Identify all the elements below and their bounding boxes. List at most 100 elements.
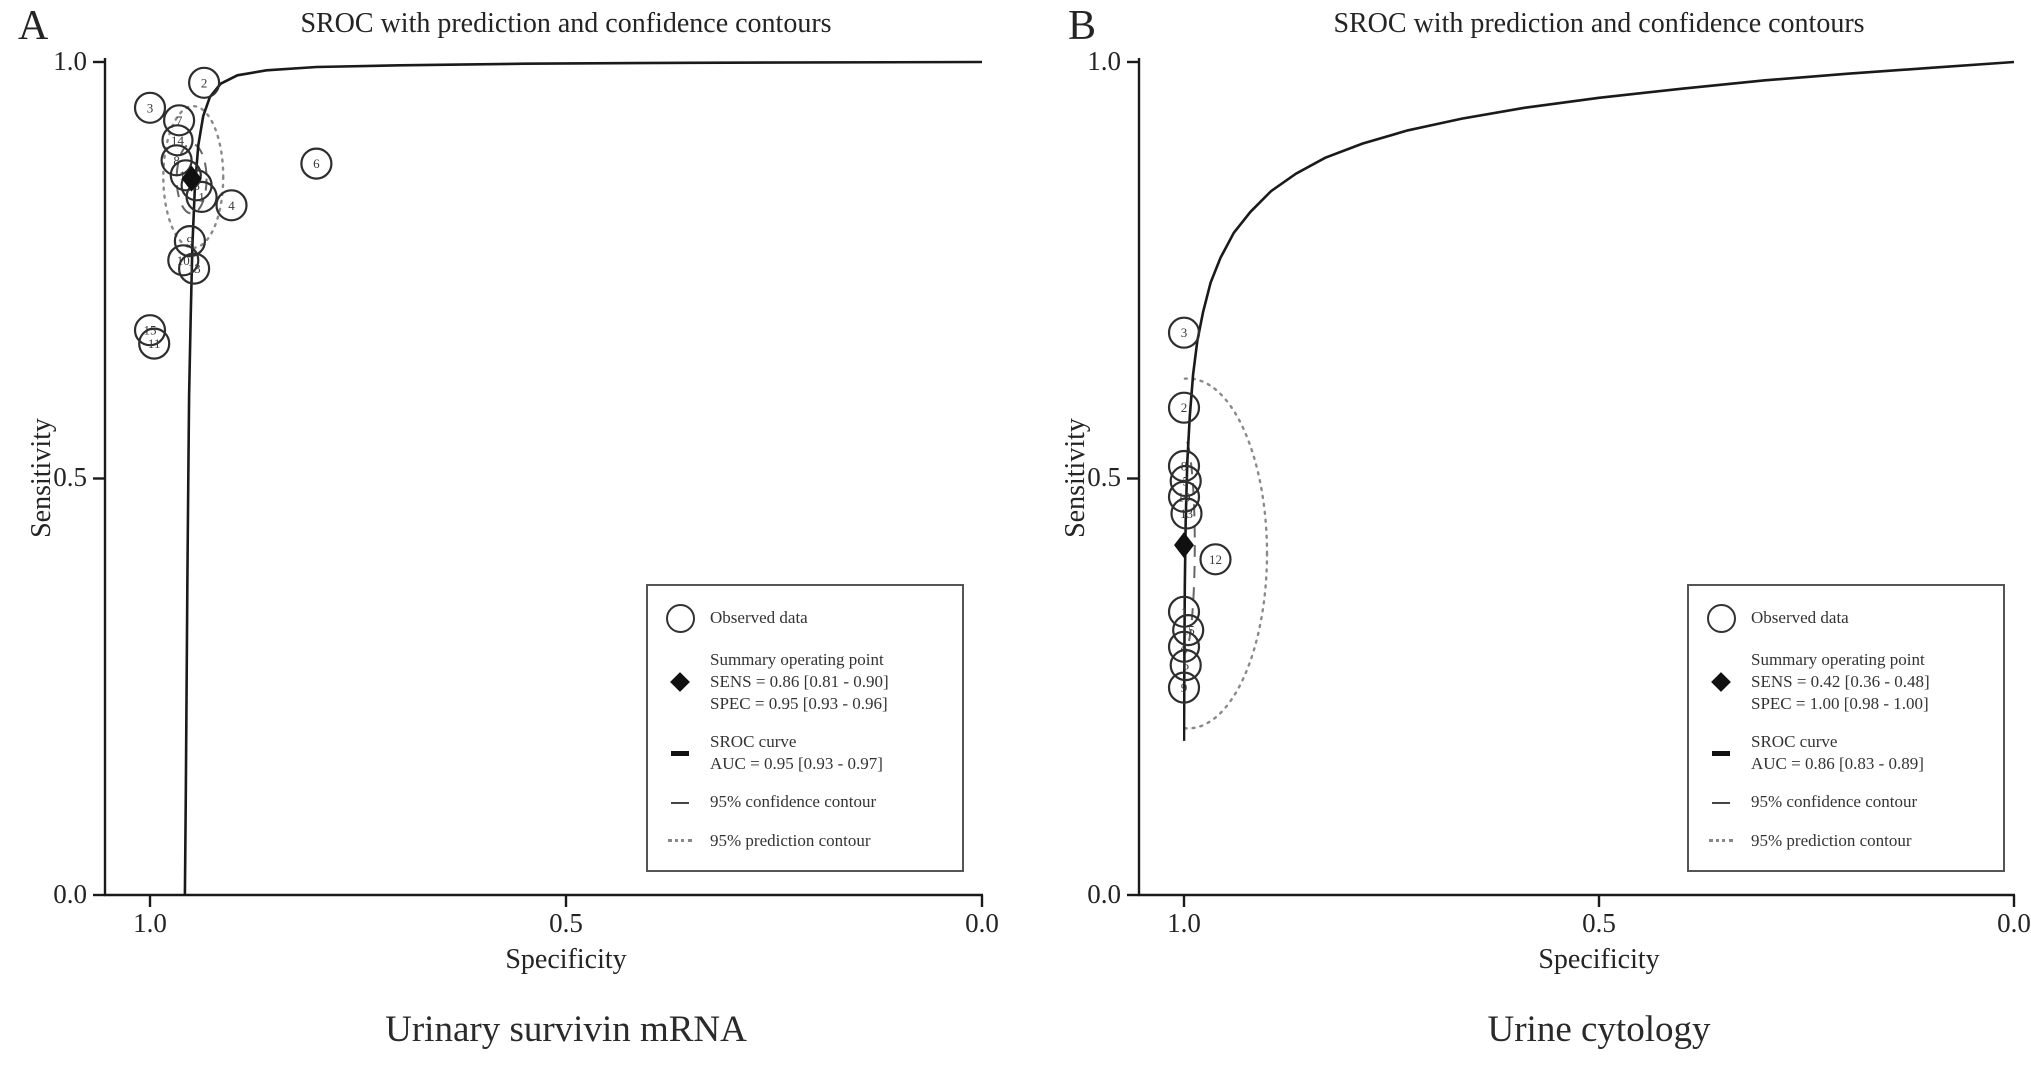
observed-point-circle bbox=[161, 124, 194, 157]
legend-row-sroc: SROC curve AUC = 0.86 [0.83 - 0.89] bbox=[1703, 731, 1989, 775]
legend-prediction-label: 95% prediction contour bbox=[710, 830, 871, 850]
observed-point: 13 bbox=[178, 252, 211, 285]
observed-point-circle bbox=[163, 104, 196, 137]
observed-point: 14 bbox=[161, 124, 194, 157]
observed-point: 2 bbox=[1167, 391, 1201, 424]
prediction-contour-icon bbox=[668, 839, 692, 843]
legend-prediction-label: 95% prediction contour bbox=[1751, 830, 1912, 850]
observed-point-label: 1 bbox=[1181, 604, 1188, 619]
x-tick-label: 0.0 bbox=[965, 908, 999, 938]
legend-spec-value: SPEC = 0.95 [0.93 - 0.96] bbox=[710, 694, 888, 714]
observed-point: 4 bbox=[215, 189, 248, 222]
observed-point-label: 4 bbox=[1181, 639, 1188, 654]
y-tick-label: 0.0 bbox=[1087, 879, 1121, 909]
observed-point-circle bbox=[138, 327, 171, 360]
observed-point: 11 bbox=[138, 327, 171, 360]
observed-point-circle bbox=[133, 91, 167, 124]
legend-auc-value: AUC = 0.95 [0.93 - 0.97] bbox=[710, 754, 883, 774]
observed-point-circle bbox=[133, 314, 167, 347]
x-tick-label: 1.0 bbox=[1167, 908, 1201, 938]
sroc-curve-icon bbox=[671, 750, 689, 756]
observed-data-icon bbox=[1706, 604, 1736, 633]
panel-caption-a: Urinary survivin mRNA bbox=[385, 1009, 747, 1050]
summary-point bbox=[1174, 532, 1194, 559]
observed-point-circle bbox=[1172, 613, 1205, 647]
observed-point-circle bbox=[1167, 391, 1201, 424]
legend-row-prediction: 95% prediction contour bbox=[662, 830, 948, 852]
confidence-contour bbox=[175, 142, 208, 215]
legend-row-observed: Observed data bbox=[1703, 604, 1989, 633]
observed-point-circle bbox=[1167, 480, 1201, 513]
observed-point-label: 6 bbox=[313, 156, 320, 171]
observed-point: 2 bbox=[188, 66, 221, 99]
observed-point-circle bbox=[178, 252, 211, 285]
plot-title-a: SROC with prediction and confidence cont… bbox=[300, 8, 832, 39]
legend-summary-title: Summary operating point bbox=[710, 650, 884, 669]
legend-row-sroc: SROC curve AUC = 0.95 [0.93 - 0.97] bbox=[662, 731, 948, 775]
observed-point-circle bbox=[1170, 497, 1203, 530]
x-tick-label: 0.0 bbox=[1997, 908, 2031, 938]
observed-point-circle bbox=[1167, 671, 1201, 704]
observed-point: 9 bbox=[173, 225, 206, 258]
y-tick-label: 0.5 bbox=[1087, 462, 1121, 492]
observed-point-circle bbox=[1167, 316, 1201, 349]
observed-point-label: 5 bbox=[193, 178, 200, 193]
observed-point-circle bbox=[169, 159, 202, 192]
summary-point-icon bbox=[670, 672, 690, 693]
legend-sroc-title: SROC curve bbox=[710, 732, 797, 752]
plot-title-b: SROC with prediction and confidence cont… bbox=[1333, 8, 1865, 39]
y-tick-label: 1.0 bbox=[1087, 46, 1121, 76]
x-axis-label-b: Specificity bbox=[1538, 944, 1660, 975]
observed-point: 6 bbox=[300, 147, 333, 180]
observed-point-label: 1 bbox=[198, 189, 205, 204]
observed-point-circle bbox=[185, 180, 218, 213]
confidence-contour-icon bbox=[1712, 801, 1730, 804]
observed-point-label: 7 bbox=[176, 113, 183, 128]
legend-b: Observed data Summary operating point SE… bbox=[1687, 584, 2005, 872]
observed-point-label: 2 bbox=[1181, 400, 1188, 415]
observed-point: 3 bbox=[1167, 316, 1201, 349]
prediction-contour-icon bbox=[1709, 839, 1733, 843]
sroc-curve bbox=[1183, 60, 2015, 741]
legend-summary-title: Summary operating point bbox=[1751, 650, 1925, 669]
legend-observed-label: Observed data bbox=[1751, 608, 1849, 628]
observed-point-label: 10 bbox=[1178, 489, 1191, 504]
panel-b: 3 2 8 5 10 13 12 1 15 4 6 9 B SROC with prediction … bbox=[1016, 0, 2031, 1080]
observed-point-label: 9 bbox=[187, 234, 194, 249]
legend-sroc-title: SROC curve bbox=[1751, 732, 1838, 752]
observed-point: 12 bbox=[1199, 543, 1232, 576]
sroc-curve bbox=[183, 60, 983, 896]
observed-point-circle bbox=[1167, 595, 1201, 628]
observed-point-circle bbox=[215, 189, 248, 222]
observed-point-label: 8 bbox=[173, 153, 180, 168]
sroc-plot-a: 237148125146910131511 bbox=[93, 58, 984, 907]
panel-label-a: A bbox=[18, 3, 49, 49]
panel-a: 237148125146910131511 A SROC with predic… bbox=[0, 0, 1015, 1080]
observed-point: 1 bbox=[185, 180, 218, 213]
observed-point-circle bbox=[1169, 464, 1202, 498]
legend-sens-value: SENS = 0.86 [0.81 - 0.90] bbox=[710, 672, 889, 692]
legend-observed-label: Observed data bbox=[710, 608, 808, 628]
observed-point-label: 13 bbox=[188, 261, 201, 276]
x-axis-label-a: Specificity bbox=[505, 944, 627, 975]
summary-point-icon bbox=[1711, 672, 1731, 693]
observed-point: 4 bbox=[1167, 630, 1201, 663]
prediction-contour bbox=[1183, 377, 1269, 730]
x-tick-label: 0.5 bbox=[549, 908, 583, 938]
observed-point-label: 3 bbox=[147, 100, 154, 115]
panel-label-b: B bbox=[1068, 3, 1097, 49]
y-tick-label: 0.5 bbox=[53, 462, 87, 492]
observed-point-circle bbox=[300, 147, 333, 180]
observed-point-label: 4 bbox=[228, 198, 235, 213]
x-tick-label: 1.0 bbox=[133, 908, 167, 938]
observed-point-label: 3 bbox=[1181, 325, 1188, 340]
observed-point-label: 2 bbox=[201, 75, 208, 90]
x-tick-label: 0.5 bbox=[1582, 908, 1616, 938]
observed-point: 1 bbox=[1167, 595, 1201, 628]
observed-point: 3 bbox=[133, 91, 167, 124]
observed-point-label: 14 bbox=[171, 133, 185, 148]
observed-point-circle bbox=[188, 66, 221, 99]
confidence-contour-icon bbox=[671, 801, 689, 804]
